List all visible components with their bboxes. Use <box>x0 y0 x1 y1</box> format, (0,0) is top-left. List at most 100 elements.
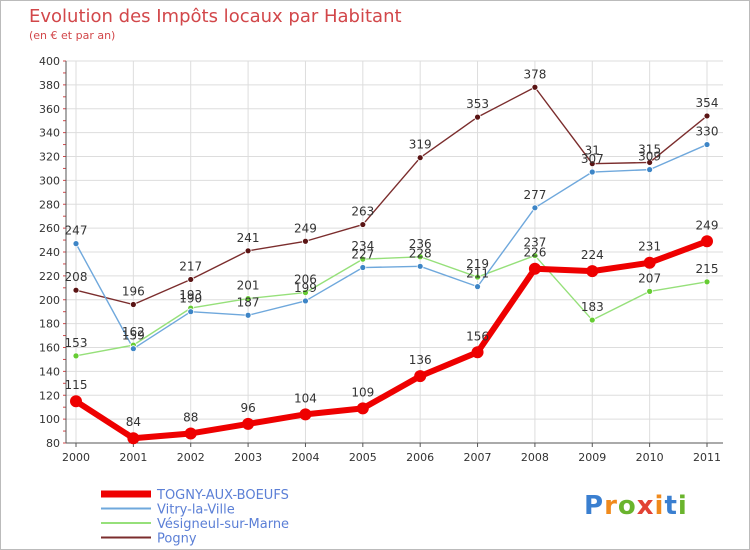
data-label: 224 <box>581 248 604 262</box>
data-point <box>72 352 80 360</box>
y-tick-label: 100 <box>39 413 60 426</box>
data-point <box>299 408 312 421</box>
data-label: 231 <box>638 240 661 254</box>
y-tick-label: 140 <box>39 365 60 378</box>
data-label: 247 <box>65 224 88 238</box>
data-label: 319 <box>409 138 432 152</box>
data-point <box>129 301 137 308</box>
data-label: 378 <box>523 67 546 81</box>
data-label: 219 <box>466 257 489 271</box>
y-tick-label: 340 <box>39 127 60 140</box>
data-labels: 208 196 217 241 249 263 319 353 378 31 315 354 153 16… <box>65 67 719 429</box>
legend-label: Pogny <box>157 532 197 547</box>
data-point <box>359 264 367 271</box>
data-label: 162 <box>122 325 145 339</box>
data-point <box>531 204 539 212</box>
data-point <box>72 286 80 294</box>
data-point <box>359 255 367 263</box>
series-lines <box>73 86 710 442</box>
y-tick-label: 380 <box>39 79 60 92</box>
y-tick-label: 160 <box>39 342 60 355</box>
data-point <box>471 346 484 359</box>
y-tick-label: 300 <box>39 174 60 187</box>
legend-label: Vésigneul-sur-Marne <box>157 517 289 532</box>
x-tick-label: 2007 <box>464 451 492 464</box>
y-tick-label: 260 <box>39 222 60 235</box>
data-label: 241 <box>237 231 260 245</box>
data-label: 237 <box>523 236 546 250</box>
data-point <box>72 240 80 248</box>
data-point <box>528 262 541 275</box>
data-label: 115 <box>65 378 88 392</box>
data-label: 201 <box>237 279 260 293</box>
data-label: 31 <box>585 144 600 158</box>
data-label: 153 <box>65 336 88 350</box>
data-label: 109 <box>351 385 374 399</box>
data-point <box>302 237 309 245</box>
data-point <box>474 113 481 121</box>
x-tick-label: 2004 <box>291 451 319 464</box>
data-point <box>244 247 252 255</box>
data-point <box>129 345 137 353</box>
data-label: 215 <box>696 262 719 276</box>
y-tick-label: 240 <box>39 246 60 259</box>
data-label: 159 <box>122 329 145 343</box>
y-tick-label: 80 <box>46 437 60 450</box>
data-point <box>646 166 654 174</box>
data-point <box>416 262 424 270</box>
grid-lines <box>66 60 723 444</box>
chart-subtitle: (en € et par an) <box>29 29 116 42</box>
data-label: 183 <box>581 300 604 314</box>
data-label: 208 <box>65 270 88 284</box>
data-point <box>474 273 481 281</box>
data-label: 315 <box>638 142 661 156</box>
x-tick-label: 2001 <box>119 451 147 464</box>
data-label: 234 <box>351 239 374 253</box>
x-tick-label: 2011 <box>693 451 721 464</box>
data-point <box>703 112 711 120</box>
data-label: 193 <box>179 288 202 302</box>
data-point <box>244 311 252 319</box>
data-point <box>646 287 654 295</box>
y-tick-label: 120 <box>39 389 60 402</box>
data-point <box>586 265 599 278</box>
y-tick-label: 320 <box>39 151 60 164</box>
data-label: 196 <box>122 285 145 299</box>
data-label: 96 <box>240 401 255 415</box>
data-point <box>701 235 713 248</box>
data-point <box>474 283 481 291</box>
data-point <box>531 252 539 259</box>
data-point <box>242 417 255 430</box>
data-point <box>187 308 195 316</box>
data-label: 211 <box>466 267 489 281</box>
data-label: 227 <box>351 248 374 262</box>
data-point <box>416 154 424 162</box>
data-label: 249 <box>294 221 317 235</box>
data-label: 187 <box>237 295 260 309</box>
data-point <box>588 160 596 168</box>
y-tick-label: 200 <box>39 294 60 307</box>
data-point <box>531 83 539 91</box>
x-tick-label: 2002 <box>177 451 205 464</box>
data-label: 353 <box>466 97 489 111</box>
legend-label: Vitry-la-Ville <box>157 503 235 518</box>
data-point <box>703 278 711 286</box>
x-tick-label: 2003 <box>234 451 262 464</box>
x-tick-label: 2005 <box>349 451 377 464</box>
data-point <box>703 141 711 148</box>
data-label: 156 <box>466 329 489 343</box>
data-point <box>302 289 309 296</box>
x-tick-label: 2000 <box>62 451 90 464</box>
data-label: 104 <box>294 391 317 405</box>
x-tick-label: 2008 <box>521 451 549 464</box>
data-label: 84 <box>126 415 141 429</box>
data-label: 88 <box>183 410 198 424</box>
data-label: 354 <box>696 96 719 110</box>
data-label: 277 <box>523 188 546 202</box>
data-label: 263 <box>351 205 374 219</box>
data-point <box>356 402 369 415</box>
y-tick-label: 180 <box>39 318 60 331</box>
data-label: 136 <box>409 353 432 367</box>
data-point <box>643 256 656 269</box>
